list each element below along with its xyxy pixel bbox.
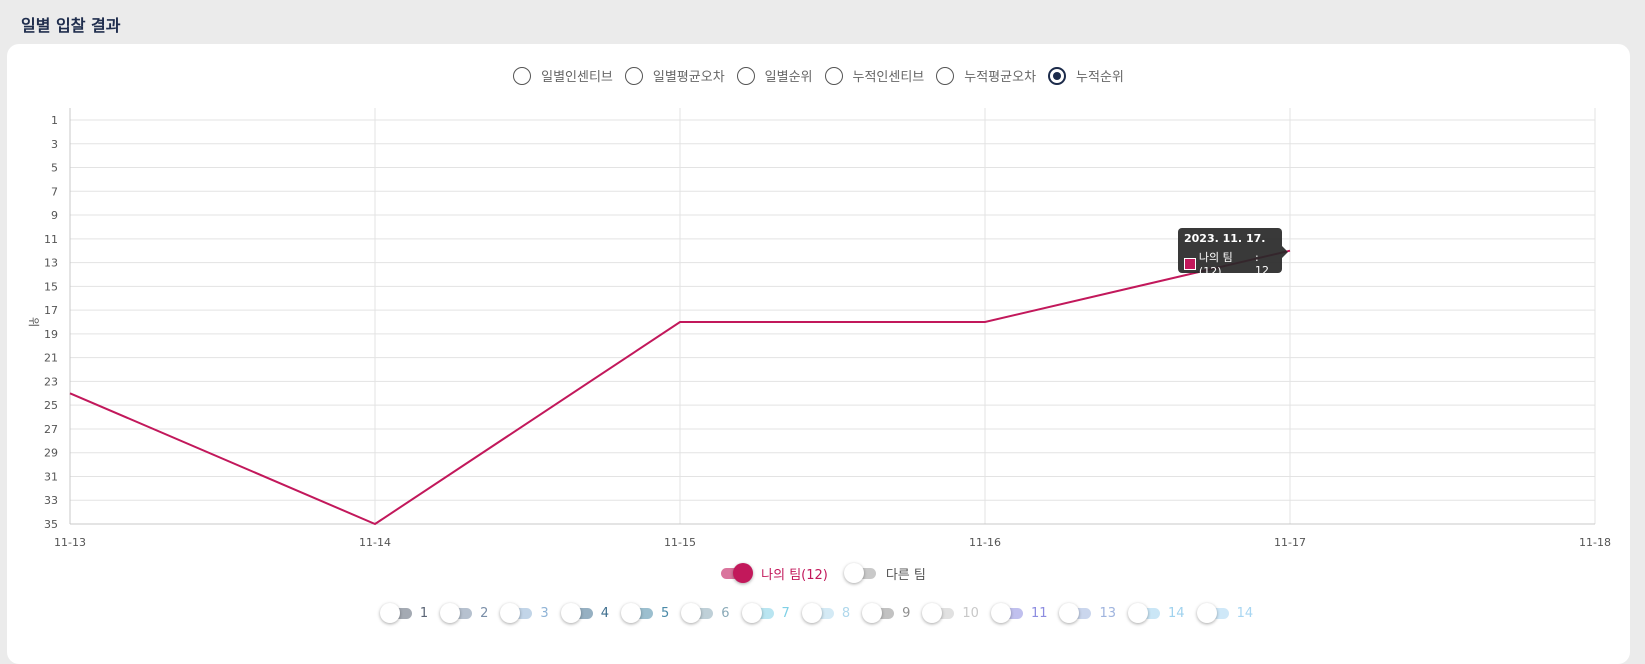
toggle-knob — [440, 603, 460, 623]
team-legend-label: 13 — [1099, 606, 1116, 621]
toggle-knob — [1128, 603, 1148, 623]
team-legend-item[interactable]: 10 — [922, 603, 979, 623]
toggle-switch[interactable] — [802, 603, 836, 623]
toggle-knob — [681, 603, 701, 623]
y-tick-label: 31 — [44, 470, 58, 483]
x-tick-label: 11-15 — [664, 536, 696, 549]
toggle-knob — [1197, 603, 1217, 623]
toggle-switch[interactable] — [742, 603, 776, 623]
tooltip-value: : 12 — [1255, 251, 1276, 277]
toggle-switch[interactable] — [1059, 603, 1093, 623]
y-tick-label: 11 — [44, 233, 58, 246]
legend-teams: 1 2 3 4 5 6 7 8 9 10 11 13 14 14 — [0, 603, 1645, 623]
team-legend-label: 8 — [842, 606, 850, 621]
team-legend-item[interactable]: 14 — [1197, 603, 1254, 623]
team-legend-label: 1 — [420, 606, 428, 621]
y-tick-label: 35 — [44, 518, 58, 531]
toggle-switch[interactable] — [1197, 603, 1231, 623]
y-tick-label: 25 — [44, 399, 58, 412]
y-tick-label: 5 — [51, 162, 58, 175]
y-tick-label: 1 — [51, 114, 58, 127]
team-legend-item[interactable]: 7 — [742, 603, 790, 623]
team-legend-label: 10 — [962, 606, 979, 621]
team-legend-label: 9 — [902, 606, 910, 621]
toggle-knob — [621, 603, 641, 623]
toggle-knob — [500, 603, 520, 623]
toggle-switch[interactable] — [561, 603, 595, 623]
toggle-knob — [1059, 603, 1079, 623]
team-legend-item[interactable]: 8 — [802, 603, 850, 623]
team-legend-label: 6 — [721, 606, 729, 621]
tooltip-arrow — [1282, 246, 1288, 258]
team-legend-item[interactable]: 9 — [862, 603, 910, 623]
x-tick-label: 11-16 — [969, 536, 1001, 549]
y-tick-label: 9 — [51, 209, 58, 222]
y-tick-label: 21 — [44, 352, 58, 365]
x-tick-label: 11-17 — [1274, 536, 1306, 549]
tooltip-title: 2023. 11. 17. — [1184, 232, 1276, 245]
legend-label: 다른 팀 — [886, 564, 926, 583]
team-legend-label: 5 — [661, 606, 669, 621]
team-legend-label: 3 — [540, 606, 548, 621]
team-legend-label: 4 — [601, 606, 609, 621]
team-legend-label: 14 — [1168, 606, 1185, 621]
toggle-switch[interactable] — [1128, 603, 1162, 623]
y-axis-label: 위 — [27, 317, 40, 327]
y-tick-label: 7 — [51, 185, 58, 198]
toggle-switch[interactable] — [719, 563, 753, 583]
x-tick-label: 11-18 — [1579, 536, 1611, 549]
team-legend-item[interactable]: 4 — [561, 603, 609, 623]
toggle-switch[interactable] — [681, 603, 715, 623]
toggle-knob — [380, 603, 400, 623]
team-legend-item[interactable]: 13 — [1059, 603, 1116, 623]
toggle-switch[interactable] — [991, 603, 1025, 623]
team-legend-item[interactable]: 6 — [681, 603, 729, 623]
x-tick-label: 11-13 — [54, 536, 86, 549]
team-legend-label: 7 — [782, 606, 790, 621]
team-legend-item[interactable]: 3 — [500, 603, 548, 623]
team-legend-item[interactable]: 11 — [991, 603, 1048, 623]
chart-tooltip: 2023. 11. 17. 나의 팀(12) : 12 — [1178, 228, 1282, 273]
toggle-knob — [561, 603, 581, 623]
toggle-switch[interactable] — [862, 603, 896, 623]
toggle-knob — [733, 563, 753, 583]
toggle-switch[interactable] — [380, 603, 414, 623]
y-tick-label: 17 — [44, 304, 58, 317]
toggle-switch[interactable] — [621, 603, 655, 623]
toggle-knob — [802, 603, 822, 623]
y-tick-label: 27 — [44, 423, 58, 436]
legend-item-0[interactable]: 나의 팀(12) — [719, 563, 828, 583]
legend-label: 나의 팀(12) — [761, 564, 828, 583]
team-legend-item[interactable]: 2 — [440, 603, 488, 623]
team-legend-item[interactable]: 5 — [621, 603, 669, 623]
y-tick-label: 15 — [44, 280, 58, 293]
toggle-knob — [742, 603, 762, 623]
team-legend-item[interactable]: 14 — [1128, 603, 1185, 623]
toggle-knob — [844, 563, 864, 583]
toggle-knob — [862, 603, 882, 623]
team-legend-item[interactable]: 1 — [380, 603, 428, 623]
y-tick-label: 29 — [44, 447, 58, 460]
legend-main: 나의 팀(12) 다른 팀 — [0, 563, 1645, 583]
legend-item-1[interactable]: 다른 팀 — [844, 563, 926, 583]
toggle-switch[interactable] — [440, 603, 474, 623]
y-tick-label: 13 — [44, 257, 58, 270]
toggle-switch[interactable] — [500, 603, 534, 623]
team-legend-label: 2 — [480, 606, 488, 621]
toggle-knob — [922, 603, 942, 623]
y-tick-label: 19 — [44, 328, 58, 341]
y-tick-label: 3 — [51, 138, 58, 151]
tooltip-series-label: 나의 팀(12) — [1199, 249, 1255, 278]
toggle-switch[interactable] — [844, 563, 878, 583]
x-tick-label: 11-14 — [359, 536, 391, 549]
toggle-knob — [991, 603, 1011, 623]
team-legend-label: 14 — [1237, 606, 1254, 621]
y-tick-label: 33 — [44, 494, 58, 507]
toggle-switch[interactable] — [922, 603, 956, 623]
y-tick-label: 23 — [44, 375, 58, 388]
tooltip-swatch — [1184, 258, 1196, 270]
team-legend-label: 11 — [1031, 606, 1048, 621]
